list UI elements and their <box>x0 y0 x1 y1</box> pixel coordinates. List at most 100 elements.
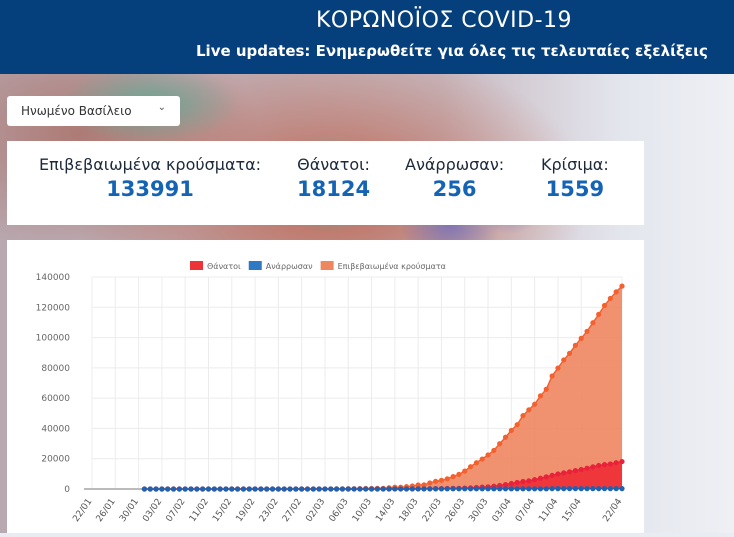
data-point <box>247 486 252 491</box>
data-point <box>363 486 368 491</box>
stat-recovered: Ανάρρωσαν:256 <box>405 155 504 201</box>
data-point <box>584 466 589 471</box>
data-point <box>177 486 182 491</box>
data-point <box>235 486 240 491</box>
data-point <box>509 486 514 491</box>
data-point <box>241 486 246 491</box>
x-tick-label: 27/02 <box>281 497 304 524</box>
data-point <box>538 393 543 398</box>
data-point <box>567 469 572 474</box>
data-point <box>305 486 310 491</box>
data-point <box>503 435 508 440</box>
data-point <box>456 486 461 491</box>
x-tick-label: 26/03 <box>444 497 467 524</box>
country-select[interactable]: Ηνωμένο Βασίλειο ⌄ <box>7 96 180 126</box>
data-point <box>573 486 578 491</box>
data-point <box>282 486 287 491</box>
data-point <box>212 486 217 491</box>
data-point <box>398 486 403 491</box>
data-point <box>375 486 380 491</box>
data-point <box>590 486 595 491</box>
data-point <box>614 486 619 491</box>
x-tick-label: 06/03 <box>328 497 351 524</box>
data-point <box>427 480 432 485</box>
y-tick-label: 40000 <box>41 424 70 434</box>
data-point <box>544 486 549 491</box>
data-point <box>596 312 601 317</box>
data-point <box>532 486 537 491</box>
data-point <box>561 486 566 491</box>
data-point <box>538 476 543 481</box>
page-title: ΚΟΡΩΝΟΪΟΣ COVID-19 <box>316 8 572 33</box>
data-point <box>357 486 362 491</box>
data-point <box>340 486 345 491</box>
stats-panel: Επιβεβαιωμένα κρούσματα:133991 Θάνατοι: 1… <box>7 141 644 225</box>
stat-confirmed: Επιβεβαιωμένα κρούσματα:133991 <box>39 155 261 201</box>
x-tick-label: 22/01 <box>71 497 94 524</box>
data-point <box>462 486 467 491</box>
data-point <box>619 459 624 464</box>
stat-label: Θάνατοι: <box>297 155 370 174</box>
stat-label: Κρίσιμα: <box>541 155 609 174</box>
data-point <box>485 486 490 491</box>
data-point <box>590 464 595 469</box>
data-point <box>334 486 339 491</box>
data-point <box>515 480 520 485</box>
x-tick-label: 11/02 <box>188 497 211 524</box>
data-point <box>194 486 199 491</box>
stat-value: 133991 <box>39 177 261 201</box>
data-point <box>614 289 619 294</box>
data-point <box>229 486 234 491</box>
data-point <box>485 452 490 457</box>
data-point <box>579 467 584 472</box>
data-point <box>439 478 444 483</box>
stat-critical: Κρίσιμα:1559 <box>541 155 609 201</box>
x-tick-label: 07/02 <box>165 497 188 524</box>
y-tick-label: 0 <box>64 485 70 495</box>
data-point <box>474 486 479 491</box>
y-tick-label: 60000 <box>41 394 70 404</box>
data-point <box>276 486 281 491</box>
legend-label: Θάνατοι <box>207 262 241 271</box>
y-tick-label: 80000 <box>41 364 70 374</box>
data-point <box>311 486 316 491</box>
data-point <box>520 479 525 484</box>
data-point <box>171 486 176 491</box>
header: ΚΟΡΩΝΟΪΟΣ COVID-19 Live updates: Ενημερω… <box>0 0 734 74</box>
x-tick-label: 15/02 <box>211 497 234 524</box>
data-point <box>619 486 624 491</box>
data-point <box>602 462 607 467</box>
data-point <box>544 387 549 392</box>
data-point <box>142 486 147 491</box>
stat-value: 18124 <box>297 177 370 201</box>
data-point <box>526 407 531 412</box>
data-point <box>299 486 304 491</box>
cases-chart: 0200004000060000800001000001200001400002… <box>7 240 644 533</box>
x-tick-label: 30/03 <box>467 497 490 524</box>
x-tick-label: 23/02 <box>258 497 281 524</box>
data-point <box>520 413 525 418</box>
data-point <box>410 486 415 491</box>
data-point <box>567 351 572 356</box>
data-point <box>550 373 555 378</box>
x-tick-label: 14/03 <box>374 497 397 524</box>
data-point <box>218 486 223 491</box>
data-point <box>602 303 607 308</box>
data-point <box>579 486 584 491</box>
data-point <box>608 461 613 466</box>
data-point <box>584 486 589 491</box>
data-point <box>550 473 555 478</box>
x-tick-label: 22/04 <box>601 497 624 524</box>
data-point <box>532 477 537 482</box>
page-subtitle: Live updates: Ενημερωθείτε για όλες τις … <box>196 42 708 60</box>
data-point <box>550 486 555 491</box>
data-point <box>287 486 292 491</box>
data-point <box>480 486 485 491</box>
data-point <box>165 486 170 491</box>
data-point <box>608 296 613 301</box>
data-point <box>532 402 537 407</box>
data-point <box>474 460 479 465</box>
data-point <box>596 486 601 491</box>
legend-label: Ανάρρωσαν <box>266 262 313 271</box>
data-point <box>456 472 461 477</box>
